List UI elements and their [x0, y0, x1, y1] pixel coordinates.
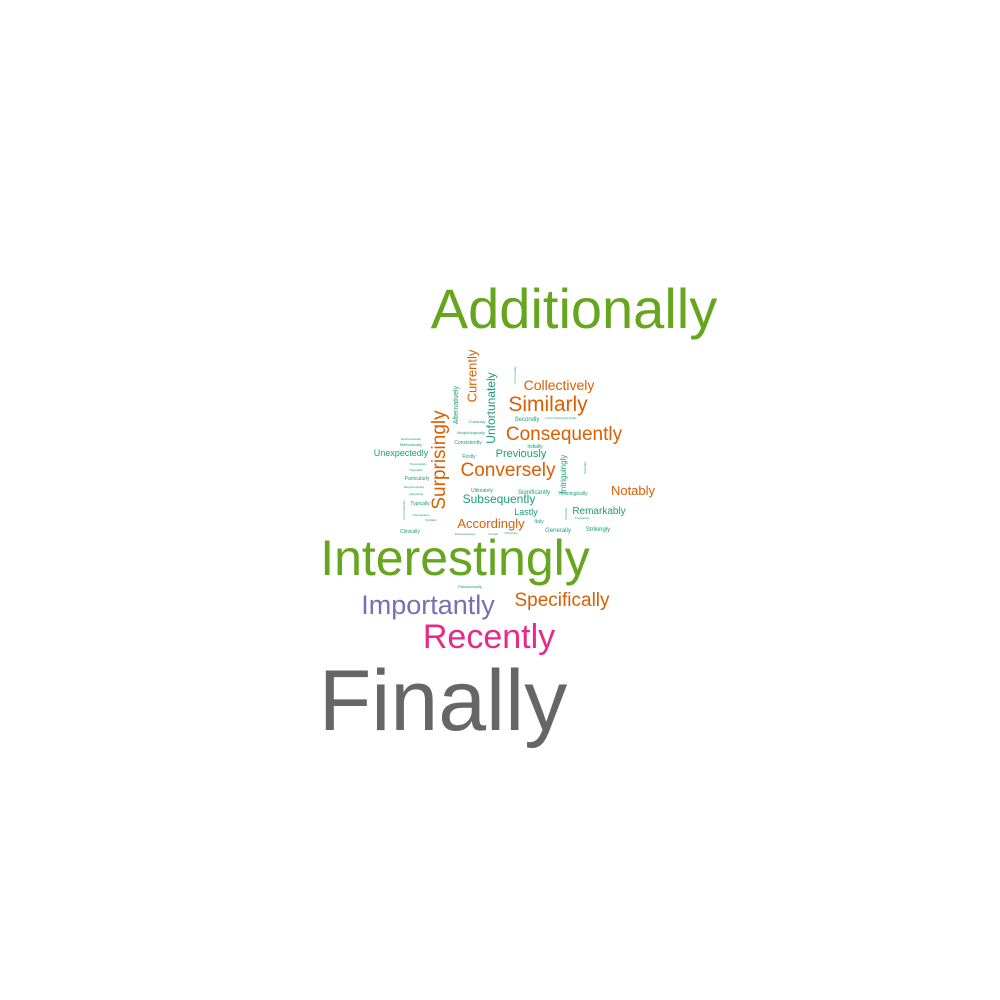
- cloud-word: Additionally: [431, 277, 717, 340]
- cloud-word: Subsequently: [463, 492, 536, 506]
- cloud-word: Mechanistically: [401, 437, 422, 441]
- cloud-word: Importantly: [361, 590, 495, 620]
- cloud-word: Unexpectedly: [374, 448, 429, 458]
- cloud-word: Retrospectively: [455, 532, 476, 536]
- cloud-word: Collectively: [524, 377, 595, 393]
- cloud-word: Currently: [464, 349, 479, 402]
- cloud-word: Similarly: [425, 518, 437, 522]
- cloud-word: Concurrently: [513, 366, 517, 384]
- cloud-word: Lastly: [514, 507, 538, 517]
- cloud-word: Firstly: [462, 454, 476, 460]
- cloud-word: Surprisingly: [429, 410, 450, 510]
- cloud-word: Initially: [527, 444, 543, 450]
- cloud-word: Secondly: [515, 417, 540, 423]
- cloud-word: Previously: [496, 448, 547, 460]
- cloud-word: Microscopically: [404, 485, 425, 489]
- cloud-word: Overall: [488, 532, 498, 536]
- cloud-word: Similarly: [508, 393, 588, 416]
- cloud-word: Immunohistochemically: [545, 416, 577, 420]
- cloud-word: Theoretically: [409, 462, 427, 466]
- cloud-word: Italy: [534, 519, 544, 525]
- cloud-word: Obviously: [504, 531, 518, 535]
- cloud-word: Frequently: [575, 516, 590, 520]
- cloud-word: Apparently: [409, 492, 424, 496]
- cloud-word: Consequently: [506, 424, 623, 445]
- cloud-word: Concomitantly: [402, 500, 406, 520]
- cloud-word: Curiously: [469, 419, 486, 424]
- cloud-word: Morphologically: [457, 430, 485, 435]
- cloud-word: Clinically: [400, 529, 420, 535]
- cloud-word: Unfortunately: [484, 372, 498, 443]
- cloud-word: Alternatively: [453, 385, 460, 424]
- cloud-word: Specifically: [514, 590, 610, 611]
- word-cloud-words: Finally Additionally Interestingly Recently…: [319, 277, 717, 749]
- cloud-word: Nonetheless: [413, 513, 430, 517]
- cloud-word: Recently: [423, 618, 555, 656]
- cloud-word: Clinically: [564, 508, 568, 520]
- cloud-word: Finally: [319, 653, 568, 749]
- cloud-word: Paradoxically: [458, 584, 482, 589]
- cloud-word: Strikingly: [586, 527, 610, 533]
- cloud-word: Generally: [545, 528, 571, 534]
- cloud-word: Thereafter: [409, 468, 423, 472]
- cloud-word: Hopefully: [583, 461, 587, 474]
- cloud-word: Conversely: [460, 460, 556, 481]
- cloud-word: Consistently: [454, 440, 482, 446]
- cloud-word: Typically: [410, 501, 430, 507]
- cloud-word: Particularly: [405, 476, 430, 482]
- cloud-word: Intriguingly: [559, 455, 568, 494]
- cloud-word: Methodically: [400, 442, 422, 447]
- cloud-word: Histologically: [558, 491, 588, 497]
- cloud-word: Significantly: [518, 490, 550, 496]
- cloud-word: Notably: [611, 483, 656, 498]
- cloud-word: Interestingly: [320, 530, 590, 586]
- cloud-word: Remarkably: [572, 506, 625, 517]
- cloud-word: Accordingly: [457, 516, 525, 531]
- cloud-word: Ultimately: [471, 488, 493, 494]
